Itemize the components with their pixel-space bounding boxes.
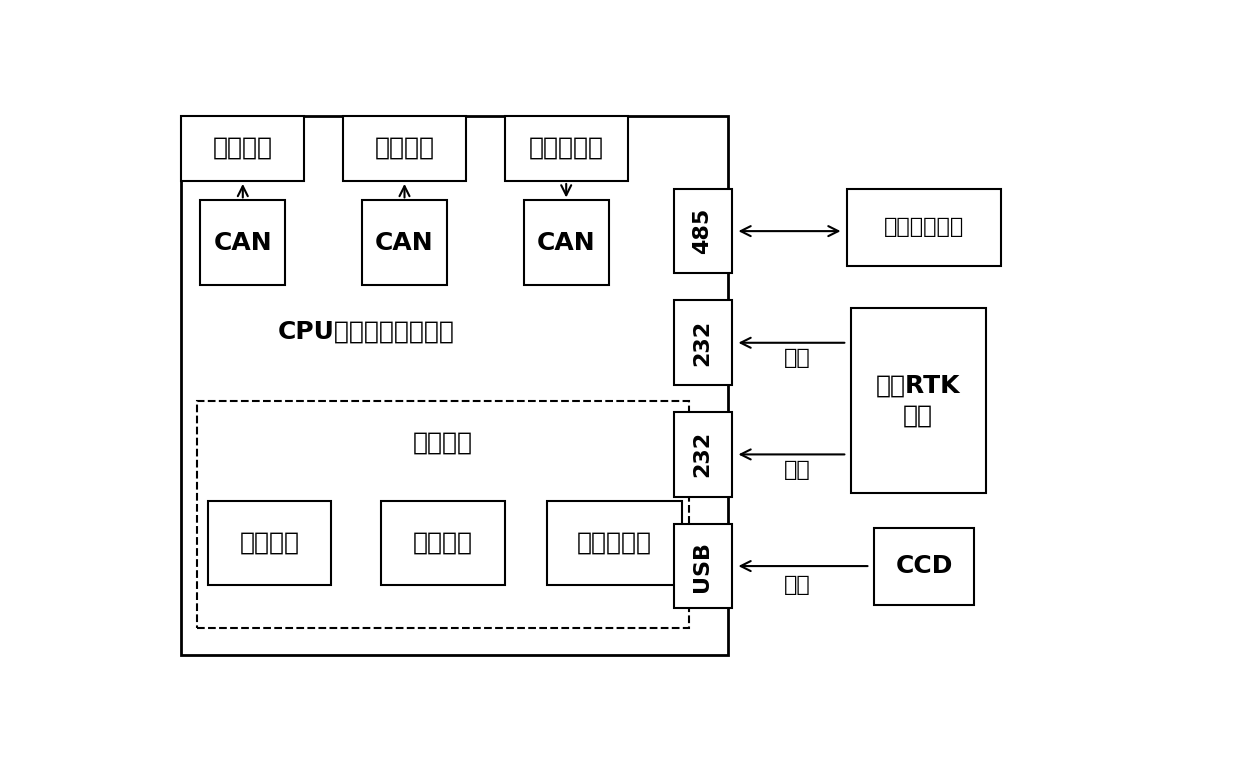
Bar xyxy=(874,527,975,604)
Bar xyxy=(675,524,732,608)
Bar xyxy=(197,400,689,628)
Bar xyxy=(675,301,732,386)
Bar xyxy=(382,500,505,585)
Text: 远程通信模块: 远程通信模块 xyxy=(884,217,965,237)
Text: 北斗RTK
模块: 北斗RTK 模块 xyxy=(875,374,960,427)
Bar xyxy=(847,189,1001,266)
Text: USB: USB xyxy=(692,540,713,591)
Text: 统一估计器: 统一估计器 xyxy=(577,531,651,555)
Bar xyxy=(675,189,732,274)
Bar xyxy=(208,500,331,585)
Bar xyxy=(523,200,609,285)
Text: 软件算法: 软件算法 xyxy=(413,431,472,455)
Text: 机具控制: 机具控制 xyxy=(374,136,434,160)
Text: 路径规划: 路径规划 xyxy=(413,531,472,555)
Bar xyxy=(547,500,682,585)
Text: 位置: 位置 xyxy=(784,460,811,480)
Text: 485: 485 xyxy=(692,208,713,254)
Text: CPU（导航控制决策）: CPU（导航控制决策） xyxy=(278,319,454,343)
Bar xyxy=(181,116,728,655)
Bar xyxy=(181,116,304,181)
Bar xyxy=(362,200,446,285)
Text: 边界识别: 边界识别 xyxy=(239,531,300,555)
Text: CAN: CAN xyxy=(213,231,272,254)
Text: 航向: 航向 xyxy=(784,348,811,369)
Text: 角度传感器: 角度传感器 xyxy=(528,136,604,160)
Bar xyxy=(851,308,986,493)
Bar xyxy=(201,200,285,285)
Text: 232: 232 xyxy=(692,431,713,477)
Text: 图像: 图像 xyxy=(784,575,811,595)
Text: CAN: CAN xyxy=(376,231,434,254)
Bar xyxy=(675,412,732,497)
Text: CCD: CCD xyxy=(895,554,952,578)
Text: 行走控制: 行走控制 xyxy=(213,136,273,160)
Bar xyxy=(343,116,466,181)
Text: CAN: CAN xyxy=(537,231,595,254)
Bar xyxy=(505,116,627,181)
Text: 232: 232 xyxy=(692,320,713,365)
